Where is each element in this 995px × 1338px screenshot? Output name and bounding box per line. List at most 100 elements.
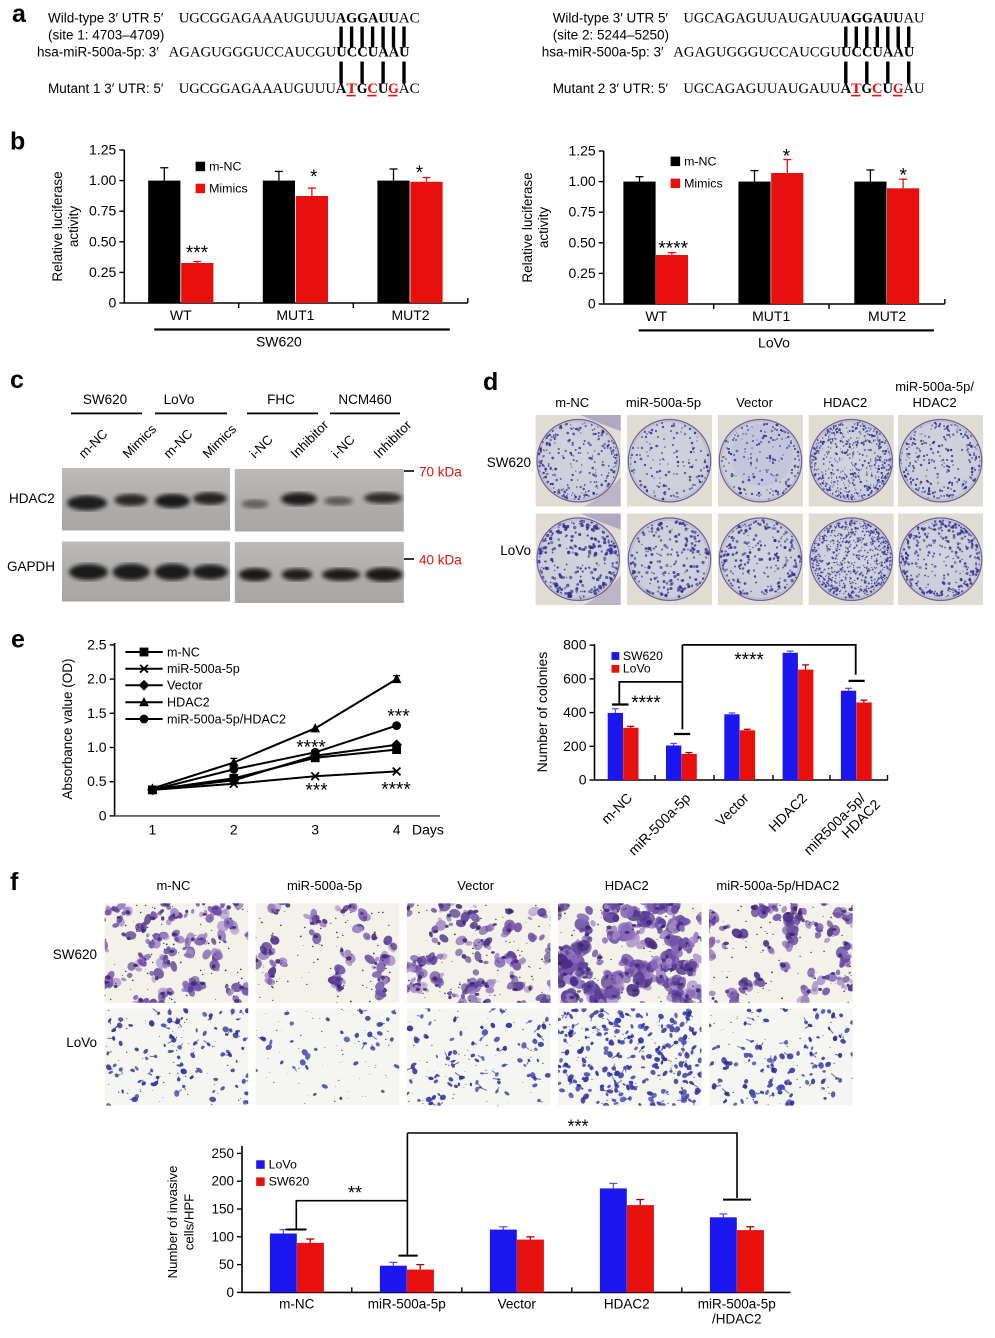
svg-text:600: 600: [563, 670, 587, 686]
svg-text:****: ****: [381, 780, 411, 801]
svg-text:0.25: 0.25: [568, 265, 595, 281]
svg-text:Wild-type 3′ UTR 5′: Wild-type 3′ UTR 5′: [553, 10, 669, 25]
svg-text:LoVo: LoVo: [623, 662, 651, 676]
svg-text:****: ****: [658, 239, 688, 260]
svg-text:miR-500a-5p: miR-500a-5p: [167, 662, 240, 676]
svg-text:WT: WT: [645, 308, 667, 324]
svg-text:miR-500a-5p/HDAC2: miR-500a-5p/HDAC2: [167, 712, 286, 726]
svg-text:****: ****: [734, 650, 764, 671]
svg-text:SW620: SW620: [623, 649, 663, 663]
svg-text:miR-500a-5p: miR-500a-5p: [625, 790, 694, 859]
svg-text:LoVo: LoVo: [66, 1035, 97, 1050]
svg-text:m-NC: m-NC: [684, 154, 716, 168]
svg-text:e: e: [11, 626, 25, 654]
svg-text:SW620: SW620: [487, 455, 531, 470]
svg-text:m-NC: m-NC: [167, 645, 200, 659]
svg-text:miR-500a-5p/HDAC2: miR-500a-5p/HDAC2: [716, 878, 839, 893]
svg-text:AU: AU: [903, 10, 924, 26]
svg-text:Relative luciferase: Relative luciferase: [50, 171, 65, 281]
svg-text:MUT2: MUT2: [391, 307, 429, 323]
svg-text:AGGAUU: AGGAUU: [336, 10, 399, 26]
svg-text:HDAC2: HDAC2: [605, 878, 649, 893]
svg-text:*: *: [899, 166, 907, 187]
svg-text:400: 400: [563, 704, 587, 720]
svg-text:1.5: 1.5: [87, 705, 107, 721]
svg-text:miR-500a-5p: miR-500a-5p: [626, 395, 701, 410]
svg-text:2.5: 2.5: [87, 636, 107, 652]
svg-text:SW620: SW620: [83, 392, 127, 407]
svg-text:HDAC2: HDAC2: [913, 395, 957, 410]
svg-text:C: C: [872, 81, 883, 97]
svg-text:i-NC: i-NC: [247, 432, 277, 462]
svg-text:Vector: Vector: [167, 679, 203, 693]
svg-text:(site 1: 4703–4709): (site 1: 4703–4709): [48, 27, 164, 42]
svg-text:0: 0: [579, 772, 587, 788]
svg-text:G: G: [357, 81, 368, 97]
svg-text:G: G: [862, 81, 873, 97]
svg-text:LoVo: LoVo: [758, 334, 790, 350]
svg-text:miR-500a-5p: miR-500a-5p: [287, 878, 362, 893]
svg-text:SW620: SW620: [256, 333, 302, 349]
svg-text:0.50: 0.50: [89, 233, 116, 249]
svg-text:0: 0: [588, 296, 596, 312]
svg-text:****: ****: [631, 693, 661, 714]
svg-text:AC: AC: [399, 81, 420, 97]
svg-text:***: ***: [186, 243, 209, 264]
svg-text:0.50: 0.50: [568, 234, 595, 250]
svg-text:2.0: 2.0: [87, 671, 107, 687]
svg-text:LoVo: LoVo: [500, 543, 531, 558]
svg-text:40 kDa: 40 kDa: [419, 553, 462, 568]
svg-text:*: *: [783, 147, 791, 168]
svg-text:UGCGGAGAAAUGUUU: UGCGGAGAAAUGUUU: [179, 10, 336, 26]
svg-text:hsa-miR-500a-5p: 3′: hsa-miR-500a-5p: 3′: [542, 45, 664, 60]
svg-text:Mutant 1 3′ UTR: 5′: Mutant 1 3′ UTR: 5′: [48, 81, 164, 96]
svg-text:1.00: 1.00: [568, 173, 595, 189]
svg-text:Vector: Vector: [712, 790, 752, 830]
svg-text:MUT1: MUT1: [276, 307, 314, 323]
svg-text:HDAC2: HDAC2: [823, 395, 867, 410]
svg-text:m-NC: m-NC: [161, 426, 196, 461]
svg-text:1: 1: [149, 822, 157, 838]
svg-text:Mimics: Mimics: [200, 421, 240, 461]
svg-text:FHC: FHC: [267, 392, 295, 407]
svg-text:Mutant 2 3′ UTR: 5′: Mutant 2 3′ UTR: 5′: [553, 81, 669, 96]
svg-text:C: C: [367, 81, 378, 97]
svg-text:activity: activity: [66, 206, 81, 248]
svg-text:HDAC2: HDAC2: [765, 790, 810, 835]
svg-text:Relative luciferase: Relative luciferase: [520, 172, 535, 282]
svg-text:Absorbance value (OD): Absorbance value (OD): [60, 658, 75, 799]
svg-text:GAPDH: GAPDH: [7, 559, 55, 574]
svg-text:0: 0: [99, 807, 107, 823]
svg-text:0.5: 0.5: [87, 773, 107, 789]
svg-text:AC: AC: [399, 10, 420, 26]
svg-text:miR-500a-5p/: miR-500a-5p/: [895, 379, 974, 394]
svg-text:A: A: [336, 81, 347, 97]
svg-text:A: A: [841, 81, 852, 97]
svg-text:4: 4: [393, 822, 401, 838]
svg-text:1.0: 1.0: [87, 739, 107, 755]
svg-text:UGCAGAGUUAUGAUU: UGCAGAGUUAUGAUU: [683, 81, 840, 97]
svg-text:2: 2: [230, 822, 238, 838]
svg-text:UCCUAAU: UCCUAAU: [841, 45, 915, 61]
svg-text:SW620: SW620: [53, 947, 97, 962]
svg-text:800: 800: [563, 637, 587, 653]
svg-text:m-NC: m-NC: [598, 790, 635, 827]
svg-text:3: 3: [311, 822, 319, 838]
svg-text:m-NC: m-NC: [156, 878, 190, 893]
svg-text:activity: activity: [536, 207, 551, 249]
svg-text:m-NC: m-NC: [76, 426, 111, 461]
svg-text:0.75: 0.75: [89, 203, 116, 219]
svg-text:m-NC: m-NC: [555, 395, 589, 410]
svg-text:Mimics: Mimics: [209, 181, 248, 195]
svg-text:T: T: [346, 81, 357, 97]
svg-text:(site 2: 5244–5250): (site 2: 5244–5250): [553, 27, 669, 42]
svg-text:0.75: 0.75: [568, 204, 595, 220]
svg-text:HDAC2: HDAC2: [9, 491, 55, 506]
svg-text:HDAC2: HDAC2: [167, 696, 210, 710]
svg-text:G: G: [893, 81, 904, 97]
svg-text:200: 200: [563, 738, 587, 754]
svg-text:UGCAGAGUUAUGAUU: UGCAGAGUUAUGAUU: [683, 10, 840, 26]
svg-text:AGAGUGGGUCCAUCGU: AGAGUGGGUCCAUCGU: [169, 45, 337, 61]
svg-text:MUT2: MUT2: [868, 308, 906, 324]
svg-text:WT: WT: [170, 307, 192, 323]
